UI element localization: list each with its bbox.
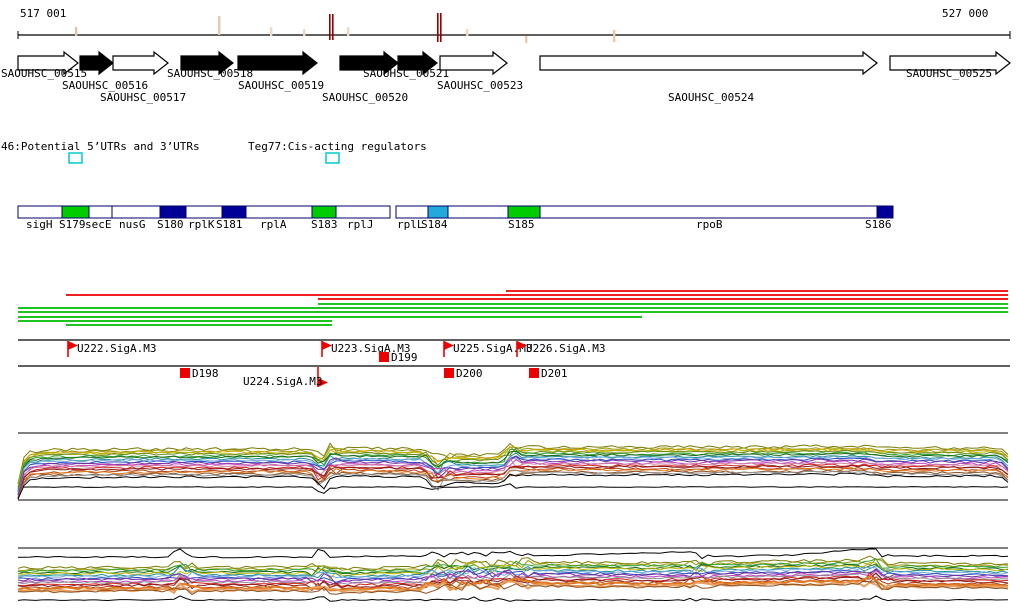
ruler-feature-mark-6[interactable] xyxy=(437,13,439,42)
ruler-feature-mark-6b[interactable] xyxy=(440,13,442,42)
operon-segment-S181[interactable] xyxy=(222,206,246,218)
promoter-label-U222.SigA.M3: U222.SigA.M3 xyxy=(77,342,156,355)
operon-segment-sigH[interactable] xyxy=(18,206,62,218)
coverage-panel2-extra-trace-1 xyxy=(18,596,1008,602)
operon-label-S186: S186 xyxy=(865,218,892,231)
ruler-feature-mark-1[interactable] xyxy=(218,16,220,35)
operon-segment-S184[interactable] xyxy=(428,206,448,218)
gene-label-SAOUHSC_00520: SAOUHSC_00520 xyxy=(322,91,408,104)
gene-label-SAOUHSC_00519: SAOUHSC_00519 xyxy=(238,79,324,92)
coverage-panel1-extra-trace-0 xyxy=(18,484,1008,494)
gene-arrow-SAOUHSC_00523[interactable] xyxy=(440,52,507,74)
ruler-feature-mark-4b[interactable] xyxy=(332,14,334,40)
ruler-feature-mark-0[interactable] xyxy=(75,27,77,36)
ruler-feature-mark-3[interactable] xyxy=(303,29,305,36)
operon-segment-rpoB[interactable] xyxy=(540,206,877,218)
promoter-label-U226.SigA.M3: U226.SigA.M3 xyxy=(526,342,605,355)
terminator-box-D198[interactable] xyxy=(180,368,190,378)
terminator-box-D201[interactable] xyxy=(529,368,539,378)
gene-arrow-SAOUHSC_00524[interactable] xyxy=(540,52,877,74)
coverage-panel1-trace-16 xyxy=(18,468,1008,499)
terminator-label-D200: D200 xyxy=(456,367,483,380)
operon-label-S181: S181 xyxy=(216,218,243,231)
ruler-feature-mark-2[interactable] xyxy=(270,27,272,36)
coverage-panel1-trace-13 xyxy=(18,464,1008,499)
terminator-label-D198: D198 xyxy=(192,367,219,380)
coverage-panel2-extra-trace-0 xyxy=(18,549,1008,559)
operon-segment-S179[interactable] xyxy=(62,206,89,218)
operon-segment-unlabeled-12[interactable] xyxy=(448,206,508,218)
operon-label-rplJ: rplJ xyxy=(347,218,374,231)
terminator-box-D199[interactable] xyxy=(379,352,389,362)
operon-label-S179: S179 xyxy=(59,218,86,231)
operon-segment-rplL[interactable] xyxy=(396,206,428,218)
operon-segment-rplA[interactable] xyxy=(246,206,312,218)
operon-label-nusG: nusG xyxy=(119,218,146,231)
operon-label-sigH: sigH xyxy=(26,218,53,231)
operon-segment-rplJ[interactable] xyxy=(336,206,390,218)
coverage-panel1-trace-7 xyxy=(18,453,1008,494)
ruler-end-label: 527 000 xyxy=(942,8,988,20)
operon-segment-secE[interactable] xyxy=(89,206,112,218)
terminator-label-D199: D199 xyxy=(391,351,418,364)
terminator-box-D200[interactable] xyxy=(444,368,454,378)
operon-segment-nusG[interactable] xyxy=(112,206,160,218)
operon-label-S180: S180 xyxy=(157,218,184,231)
coverage-panel1-trace-12 xyxy=(18,458,1008,499)
gene-label-SAOUHSC_00523: SAOUHSC_00523 xyxy=(437,79,523,92)
gene-label-SAOUHSC_00517: SAOUHSC_00517 xyxy=(100,91,186,104)
terminator-label-D201: D201 xyxy=(541,367,568,380)
operon-label-S185: S185 xyxy=(508,218,535,231)
ruler-feature-mark-8[interactable] xyxy=(525,36,527,43)
browser-graphics: SAOUHSC_00515SAOUHSC_00516SAOUHSC_00517S… xyxy=(0,0,1024,611)
operon-label-S183: S183 xyxy=(311,218,338,231)
genome-browser-canvas: SAOUHSC_00515SAOUHSC_00516SAOUHSC_00517S… xyxy=(0,0,1024,611)
ruler-feature-mark-7[interactable] xyxy=(466,29,468,36)
legend-box-0[interactable] xyxy=(69,153,82,163)
legend-box-1[interactable] xyxy=(326,153,339,163)
legend-utr-label: 46:Potential 5’UTRs and 3’UTRs xyxy=(1,141,200,153)
promoter-label-U224.SigA.M3: U224.SigA.M3 xyxy=(243,375,322,388)
operon-label-S184: S184 xyxy=(421,218,448,231)
gene-label-SAOUHSC_00525: SAOUHSC_00525 xyxy=(906,67,992,80)
ruler-feature-mark-4[interactable] xyxy=(329,14,331,40)
operon-label-rpoB: rpoB xyxy=(696,218,723,231)
operon-label-rplA: rplA xyxy=(260,218,287,231)
gene-label-SAOUHSC_00524: SAOUHSC_00524 xyxy=(668,91,754,104)
ruler-feature-mark-5[interactable] xyxy=(347,27,349,36)
operon-segment-S185[interactable] xyxy=(508,206,540,218)
operon-segment-S186[interactable] xyxy=(877,206,893,218)
operon-label-secE: secE xyxy=(85,218,112,231)
operon-label-rplK: rplK xyxy=(188,218,215,231)
legend-cis-label: Teg77:Cis-acting regulators xyxy=(248,141,427,153)
operon-segment-S180[interactable] xyxy=(160,206,186,218)
ruler-feature-mark-9[interactable] xyxy=(613,30,615,42)
operon-segment-rplK[interactable] xyxy=(186,206,222,218)
ruler-start-label: 517 001 xyxy=(20,8,66,20)
operon-segment-S183[interactable] xyxy=(312,206,336,218)
gene-arrow-SAOUHSC_00517[interactable] xyxy=(113,52,168,74)
operon-label-rplL: rplL xyxy=(397,218,424,231)
